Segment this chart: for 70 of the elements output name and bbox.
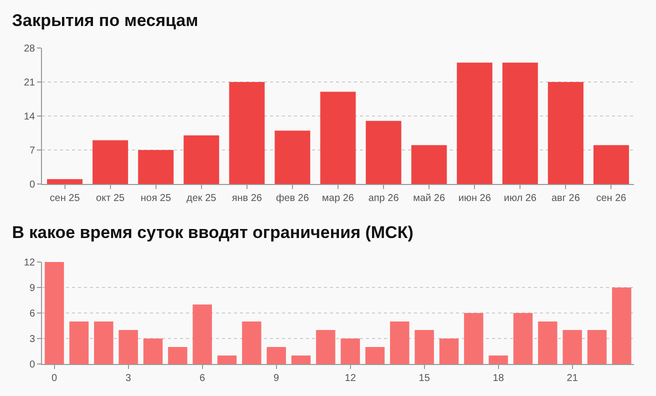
bar [143,338,163,364]
x-tick-label: 3 [126,373,132,384]
x-tick-label: сен 26 [596,193,627,204]
bar [291,356,311,364]
bar [411,145,447,184]
y-tick-label: 12 [24,258,36,268]
x-tick-label: ноя 25 [140,193,172,204]
bar [44,262,64,364]
x-tick-label: 9 [274,373,280,384]
y-tick-label: 0 [29,180,36,190]
bar [439,338,459,364]
x-tick-label: апр 26 [368,193,400,204]
x-tick-label: мар 26 [322,193,354,204]
x-tick-label: 0 [52,373,58,384]
bar [184,135,220,184]
chart-title: Закрытия по месяцам [12,10,198,30]
x-tick-label: 21 [566,373,578,384]
x-tick-label: авг 26 [551,193,580,204]
bar [320,92,356,184]
x-tick-label: июн 26 [458,193,492,204]
x-tick-label: 15 [418,373,430,384]
bar [168,347,188,364]
x-tick-label: июл 26 [504,193,537,204]
x-tick-label: фев 26 [276,193,310,204]
x-tick-label: 18 [492,373,504,384]
chart-title: В какое время суток вводят ограничения (МСК) [12,222,414,242]
bar [138,150,174,184]
x-tick-label: окт 25 [96,193,126,204]
bar [538,322,558,364]
bar [488,356,508,364]
bar [562,330,582,364]
bar [587,330,607,364]
y-tick-label: 6 [29,308,36,320]
bar [548,82,584,184]
bar [229,82,265,184]
y-tick-label: 7 [29,146,36,156]
y-tick-label: 28 [24,44,36,54]
bar [513,313,533,364]
bar [47,179,83,184]
x-tick-label: 6 [200,373,206,384]
bar [414,330,434,364]
bar [69,322,89,364]
bar [464,313,484,364]
x-tick-label: дек 25 [186,193,217,204]
bar [217,356,237,364]
bar [390,322,410,364]
bar [316,330,336,364]
y-tick-label: 14 [24,112,36,122]
x-tick-label: янв 26 [232,193,262,204]
bar [92,140,128,184]
y-tick-label: 3 [29,334,36,345]
bar [192,304,212,364]
y-tick-label: 21 [24,78,36,88]
bar [366,120,402,184]
bar [593,145,629,184]
x-tick-label: сен 25 [50,193,80,204]
x-tick-label: 12 [344,373,356,384]
bar [340,338,360,364]
x-tick-label: май 26 [413,193,446,204]
bar [266,347,286,364]
bar [94,322,114,364]
bar [365,347,385,364]
y-tick-label: 0 [29,360,36,370]
bar [456,62,492,184]
y-tick-label: 9 [29,283,36,294]
bar [612,288,632,364]
bar [502,62,538,184]
bar [118,330,138,364]
bar [274,130,310,184]
bar [242,322,262,364]
